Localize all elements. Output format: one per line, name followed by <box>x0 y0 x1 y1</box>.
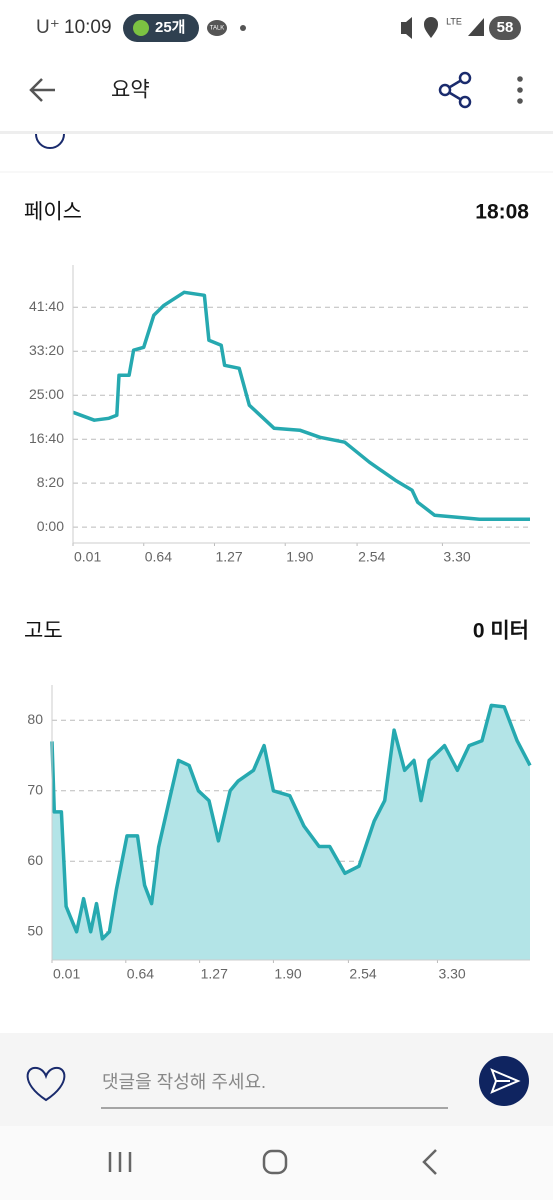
battery-bg <box>489 16 521 40</box>
y-tick-label: 8:20 <box>37 474 64 490</box>
recent-button[interactable] <box>108 1152 132 1172</box>
talk-text: TALK <box>210 26 225 32</box>
x-tick-label: 2.54 <box>349 966 376 982</box>
network: LTE <box>446 16 462 26</box>
signal-icon <box>468 18 484 36</box>
x-tick-label: 2.54 <box>358 549 385 565</box>
comment-input[interactable]: 댓글을 작성해 주세요. <box>102 1072 266 1092</box>
more-button[interactable] <box>517 76 523 104</box>
y-tick-label: 70 <box>27 781 43 797</box>
mute-icon <box>401 17 412 39</box>
badge-icon <box>133 20 149 36</box>
talk-icon <box>207 20 227 36</box>
clock: 10:09 <box>64 17 112 38</box>
partial-icon <box>35 133 65 149</box>
y-tick-label: 41:40 <box>29 298 64 314</box>
share-button[interactable] <box>438 71 472 109</box>
y-tick-label: 80 <box>27 711 43 727</box>
comment-bar <box>0 1033 553 1126</box>
section-title: 페이스 <box>24 201 82 224</box>
y-tick-label: 0:00 <box>37 518 64 534</box>
y-tick-label: 60 <box>27 852 43 868</box>
battery: 58 <box>497 19 514 36</box>
page-title: 요약 <box>111 79 150 102</box>
carrier: U⁺ <box>36 17 60 38</box>
x-tick-label: 3.30 <box>438 966 465 982</box>
dot <box>240 25 246 31</box>
header-shadow <box>0 131 553 134</box>
x-tick-label: 0.64 <box>145 549 172 565</box>
back-button[interactable] <box>29 78 55 102</box>
x-tick-label: 1.90 <box>274 966 301 982</box>
area-fill <box>52 705 530 960</box>
like-button[interactable] <box>26 1066 66 1102</box>
send-icon <box>490 1068 521 1094</box>
badge-text: 25개 <box>155 18 186 36</box>
x-tick-label: 1.27 <box>201 966 228 982</box>
home-button[interactable] <box>262 1149 288 1175</box>
y-tick-label: 33:20 <box>29 342 64 358</box>
x-tick-label: 1.27 <box>215 549 242 565</box>
nav-buttons <box>108 1149 437 1175</box>
location-icon <box>424 17 438 38</box>
charts: 0:00 8:20 16:40 25:00 33:20 41:40 0.01 0.64 1.27… <box>27 265 532 982</box>
back-nav-button[interactable] <box>422 1149 437 1175</box>
x-tick-label: 0.01 <box>74 549 101 565</box>
section-summary: 18:08 <box>475 201 529 224</box>
y-tick-label: 16:40 <box>29 430 64 446</box>
area-line <box>50 703 532 941</box>
nav-bar <box>0 1126 553 1200</box>
x-tick-label: 3.30 <box>443 549 470 565</box>
section-title: 고도 <box>24 620 63 643</box>
pace-line <box>72 290 530 521</box>
y-tick-label: 25:00 <box>29 386 64 402</box>
x-tick-label: 0.64 <box>127 966 154 982</box>
x-tick-label: 0.01 <box>53 966 80 982</box>
x-tick-label: 1.90 <box>286 549 313 565</box>
section-summary: 0 미터 <box>473 620 529 643</box>
y-tick-label: 50 <box>27 922 43 938</box>
